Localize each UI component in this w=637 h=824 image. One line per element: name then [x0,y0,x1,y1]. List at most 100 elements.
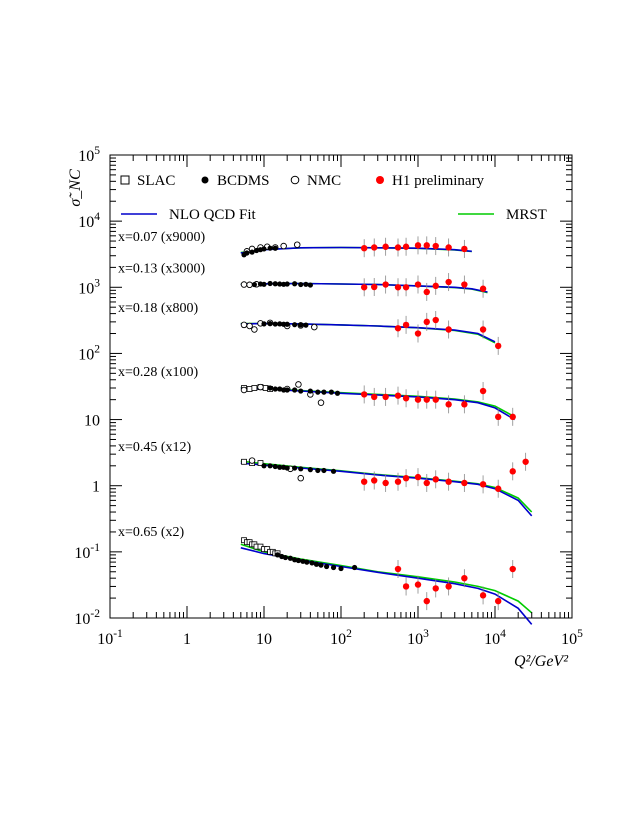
x-tick-label: 10 [256,631,272,648]
h1-point [494,342,502,350]
h1-point [414,242,422,249]
bcdms-point [261,246,267,252]
bcdms-point [292,387,298,393]
h1-point [360,391,368,398]
h1-point [414,581,422,588]
nlo-qcd-curve [240,387,516,421]
bcdms-point [267,280,273,287]
x-tick-label: 105 [561,628,583,648]
plot-frame [109,154,573,619]
bcdms-point [284,321,290,327]
bcdms-point [307,388,313,394]
fit-curves [240,246,533,625]
h1-point [423,479,430,487]
slac-point [257,460,264,466]
legend-label: NLO QCD Fit [169,207,257,223]
h1-point [423,396,430,403]
bcdms-point [253,247,260,254]
h1-point [371,393,378,401]
h1-point [414,473,422,481]
bcdms-point [272,321,278,327]
nmc-point [257,383,264,391]
slac-point [241,458,247,465]
x-tick-label: 104 [484,628,506,648]
bcdms-point [244,250,250,256]
nmc-point [280,242,287,250]
bcdms-point [267,385,273,391]
h1-point [371,244,378,251]
bin-labels: x=0.07 (x9000) x=0.13 (x3000) x=0.18 (x800… [118,230,206,540]
bcdms-legend-marker [201,176,209,184]
bcdms-point [315,467,321,474]
bcdms-point [277,321,283,327]
h1-point [394,392,402,399]
bcdms-point [307,467,313,473]
nlo-qcd-curve [240,462,533,517]
bcdms-point [282,554,289,561]
bin-label: x=0.13 (x3000) [118,262,206,277]
nmc-point [317,399,325,406]
bcdms-point [323,563,330,570]
bcdms-point [321,467,327,474]
h1-legend-marker [376,176,384,184]
bcdms-point [249,249,255,255]
h1-point [445,401,452,408]
h1-point [402,474,410,482]
h1-point [509,468,516,475]
h1-point [494,413,502,421]
h1-point [479,326,487,333]
legend-label: MRST [506,207,547,223]
y-axis-title: σ̃_NC [67,169,84,207]
bcdms-point [330,468,337,474]
bcdms-point [287,555,293,561]
bcdms-point [298,466,304,472]
h1-point [479,592,487,599]
h1-point [445,244,452,251]
slac-legend-marker [120,175,130,185]
h1-point [394,565,402,573]
h1-point [382,393,389,401]
h1-point [423,242,430,249]
bcdms-point [300,558,306,564]
h1-point [371,283,378,291]
bin-label: x=0.07 (x9000) [118,230,206,245]
h1-point [479,387,487,395]
bcdms-point [251,281,257,288]
nmc-point [293,241,301,248]
bcdms-point [334,390,341,396]
h1-point [461,479,468,487]
plot-border [109,154,573,619]
h1-point [509,413,516,421]
bcdms-point [309,560,315,566]
bcdms-point [303,281,309,287]
h1-point [479,481,487,488]
h1-point [402,284,410,291]
bcdms-point [295,557,302,564]
x-tick-label: 102 [330,628,352,648]
bcdms-point [351,564,358,571]
y-tick-label: 10 [84,413,100,430]
h1-point [423,288,430,296]
h1-point [494,597,502,605]
bcdms-point [338,565,344,572]
bcdms-point [267,245,273,251]
bcdms-point [284,465,290,471]
h1-point [432,282,439,290]
h1-point [360,284,368,291]
bcdms-point [303,322,309,328]
h1-point [445,583,452,590]
bcdms-point [261,281,267,287]
bcdms-point [272,463,278,470]
h1-point [432,316,439,324]
h1-point [494,485,502,492]
nmc-point [240,281,248,288]
bcdms-point [272,281,278,287]
bcdms-point [267,321,273,327]
bin-label: x=0.65 (x2) [118,525,185,540]
bcdms-point [272,245,278,251]
bcdms-point [261,463,267,469]
nmc-point [246,281,253,289]
h1-point [423,597,430,605]
bcdms-point [267,463,273,469]
h1-point [432,476,439,483]
